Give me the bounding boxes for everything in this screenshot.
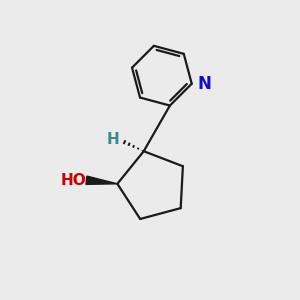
Text: N: N [198, 75, 212, 93]
Polygon shape [86, 176, 117, 184]
Text: H: H [106, 132, 119, 147]
Text: HO: HO [61, 173, 86, 188]
